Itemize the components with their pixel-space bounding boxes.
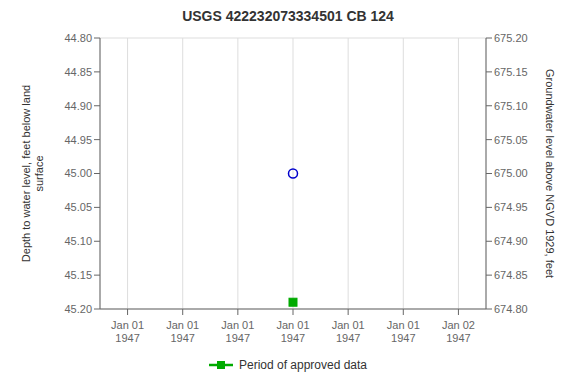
svg-text:45.10: 45.10	[64, 235, 92, 247]
svg-text:Jan 011947: Jan 011947	[276, 319, 309, 344]
html-text:Period of approved data: Period of approved data	[239, 358, 367, 372]
svg-text:44.95: 44.95	[64, 134, 92, 146]
svg-text:44.80: 44.80	[64, 32, 92, 44]
svg-text:Jan 011947: Jan 011947	[111, 319, 144, 344]
svg-text:Jan 011947: Jan 011947	[221, 319, 254, 344]
svg-text:675.00: 675.00	[494, 167, 528, 179]
svg-text:45.05: 45.05	[64, 201, 92, 213]
svg-text:675.10: 675.10	[494, 100, 528, 112]
svg-text:45.15: 45.15	[64, 269, 92, 281]
svg-text:Depth to water level, feet bel: Depth to water level, feet below landsur…	[20, 85, 45, 262]
svg-text:674.95: 674.95	[494, 201, 528, 213]
svg-text:675.20: 675.20	[494, 32, 528, 44]
svg-text:674.85: 674.85	[494, 269, 528, 281]
svg-text:Jan 011947: Jan 011947	[332, 319, 365, 344]
svg-text:675.15: 675.15	[494, 66, 528, 78]
svg-text:Jan 011947: Jan 011947	[166, 319, 199, 344]
svg-text:Jan 011947: Jan 011947	[387, 319, 420, 344]
svg-text:674.80: 674.80	[494, 303, 528, 315]
svg-text:44.85: 44.85	[64, 66, 92, 78]
svg-text:674.90: 674.90	[494, 235, 528, 247]
html-text:USGS 422232073334501 CB 124: USGS 422232073334501 CB 124	[182, 8, 394, 24]
svg-text:Groundwater level above NGVD 1: Groundwater level above NGVD 1929, feet	[544, 69, 556, 278]
svg-text:45.20: 45.20	[64, 303, 92, 315]
svg-text:45.00: 45.00	[64, 167, 92, 179]
svg-text:675.05: 675.05	[494, 134, 528, 146]
svg-text:44.90: 44.90	[64, 100, 92, 112]
svg-text:Jan 021947: Jan 021947	[442, 319, 475, 344]
